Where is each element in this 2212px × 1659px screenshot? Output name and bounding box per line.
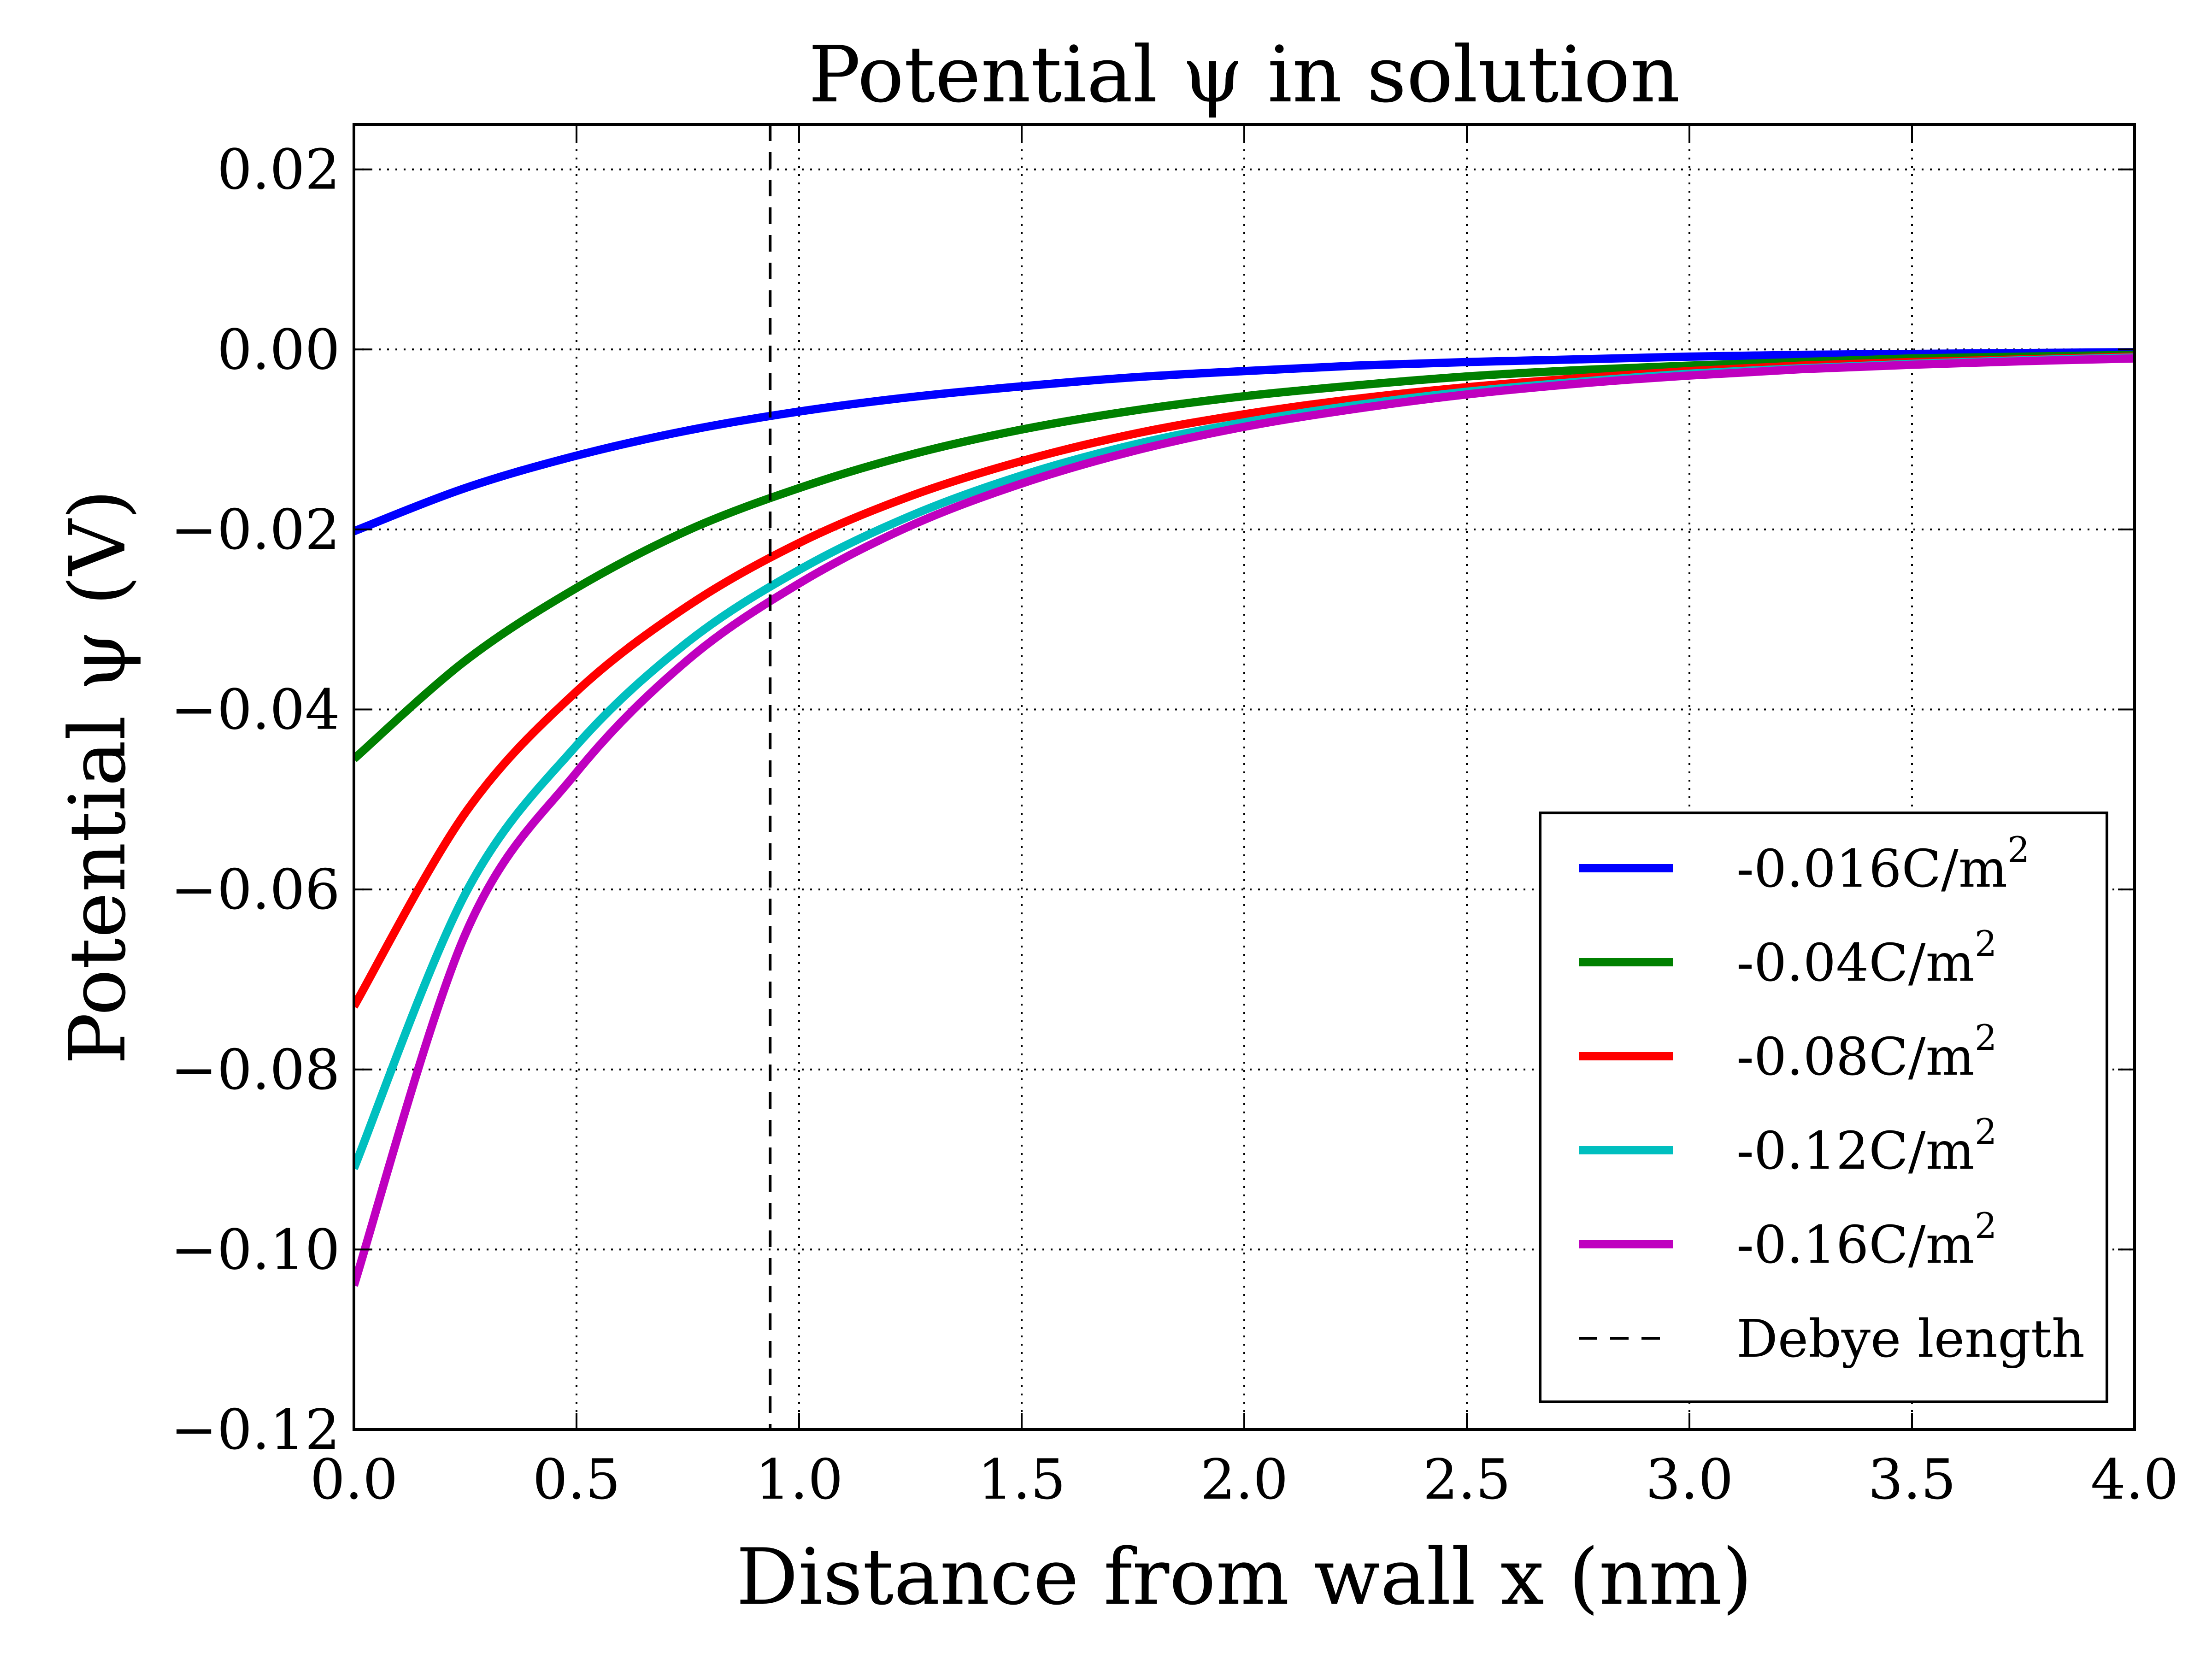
axis-ticks: 0.0 0.5 1.0 1.5 2.0 2.5 3.0 3.5 4.0 0.02 0.00 −0.02… <box>171 124 2178 1512</box>
legend-box <box>1539 812 2108 1403</box>
legend-label-superscript: 2 <box>1975 1205 1997 1246</box>
legend-label-debye: Debye length <box>1736 1309 2085 1369</box>
chart-title: Potential ψ in solution <box>808 29 1680 120</box>
legend-label-superscript: 2 <box>1975 1017 1997 1058</box>
x-tick-label: 2.5 <box>1423 1448 1511 1512</box>
y-tick-label: 0.02 <box>217 138 340 202</box>
x-tick-label: 3.0 <box>1646 1448 1734 1512</box>
y-tick-label: −0.04 <box>171 678 340 742</box>
x-tick-label: 1.0 <box>755 1448 843 1512</box>
y-tick-label: −0.10 <box>171 1218 340 1282</box>
x-tick-label: 0.5 <box>533 1448 621 1512</box>
legend-label-text: -0.016C/m <box>1736 839 2007 899</box>
legend-label-superscript: 2 <box>1975 923 1997 964</box>
legend-label-superscript: 2 <box>1975 1111 1997 1152</box>
legend-label-1: -0.04C/m2 <box>1736 923 1997 993</box>
series-line-0 <box>354 348 2135 535</box>
legend-label-3: -0.12C/m2 <box>1736 1111 1997 1181</box>
legend-label-2: -0.08C/m2 <box>1736 1017 1997 1087</box>
x-tick-label: 4.0 <box>2091 1448 2179 1512</box>
y-tick-label: −0.06 <box>171 858 340 922</box>
legend-label-text: -0.16C/m <box>1736 1215 1975 1275</box>
x-axis-label: Distance from wall x (nm) <box>736 1532 1752 1622</box>
x-tick-label: 3.5 <box>1868 1448 1956 1512</box>
x-tick-label: 1.5 <box>978 1448 1066 1512</box>
legend-label-text: -0.12C/m <box>1736 1121 1975 1181</box>
x-tick-label: 2.0 <box>1200 1448 1288 1512</box>
plot-area <box>354 124 2135 1430</box>
x-tick-label: 0.0 <box>310 1448 398 1512</box>
legend-label-4: -0.16C/m2 <box>1736 1205 1997 1275</box>
legend-label-0: -0.016C/m2 <box>1736 829 2030 899</box>
legend-label-text: -0.08C/m <box>1736 1027 1975 1087</box>
y-tick-label: −0.08 <box>171 1038 340 1102</box>
grid-lines <box>354 124 2135 1430</box>
y-tick-label: −0.02 <box>171 498 340 562</box>
legend-label-text: -0.04C/m <box>1736 933 1975 993</box>
y-tick-label: 0.00 <box>217 318 340 382</box>
y-tick-label: −0.12 <box>171 1398 340 1462</box>
y-axis-label: Potential ψ (V) <box>53 489 143 1065</box>
series-line-4 <box>354 354 2135 1287</box>
legend: -0.016C/m2-0.04C/m2-0.08C/m2-0.12C/m2-0.… <box>1539 812 2108 1403</box>
legend-label-superscript: 2 <box>2007 829 2030 870</box>
